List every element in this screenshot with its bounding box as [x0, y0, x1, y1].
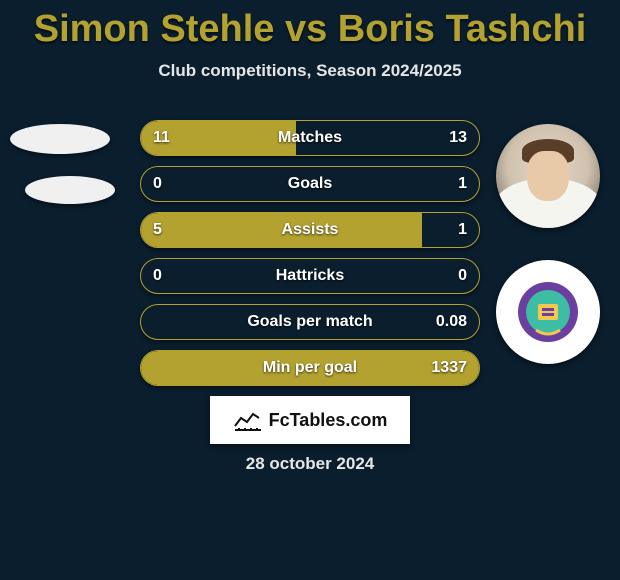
stat-row: 0Goals1 — [140, 166, 480, 202]
stat-row: 0Hattricks0 — [140, 258, 480, 294]
brand-text: FcTables.com — [269, 410, 388, 431]
stat-label: Hattricks — [141, 259, 479, 293]
player-avatar — [496, 124, 600, 228]
date-text: 28 october 2024 — [0, 454, 620, 474]
stat-row: Min per goal1337 — [140, 350, 480, 386]
stat-label: Goals — [141, 167, 479, 201]
club-crest-icon — [516, 280, 580, 344]
stat-value-right: 0 — [458, 259, 467, 293]
chart-icon — [233, 408, 263, 432]
page-subtitle: Club competitions, Season 2024/2025 — [0, 61, 620, 81]
stat-value-right: 1 — [458, 213, 467, 247]
stat-value-right: 13 — [449, 121, 467, 155]
left-placeholder-2 — [25, 176, 115, 204]
club-crest-avatar — [496, 260, 600, 364]
stat-label: Matches — [141, 121, 479, 155]
stat-row: 5Assists1 — [140, 212, 480, 248]
stat-value-right: 1 — [458, 167, 467, 201]
stat-label: Min per goal — [141, 351, 479, 385]
page-title: Simon Stehle vs Boris Tashchi — [0, 0, 620, 51]
brand-badge: FcTables.com — [210, 396, 410, 444]
stat-row: 11Matches13 — [140, 120, 480, 156]
comparison-bars: 11Matches130Goals15Assists10Hattricks0Go… — [140, 120, 480, 386]
stat-label: Goals per match — [141, 305, 479, 339]
stat-row: Goals per match0.08 — [140, 304, 480, 340]
stat-value-right: 1337 — [431, 351, 467, 385]
stat-label: Assists — [141, 213, 479, 247]
stat-value-right: 0.08 — [436, 305, 467, 339]
left-placeholder-1 — [10, 124, 110, 154]
